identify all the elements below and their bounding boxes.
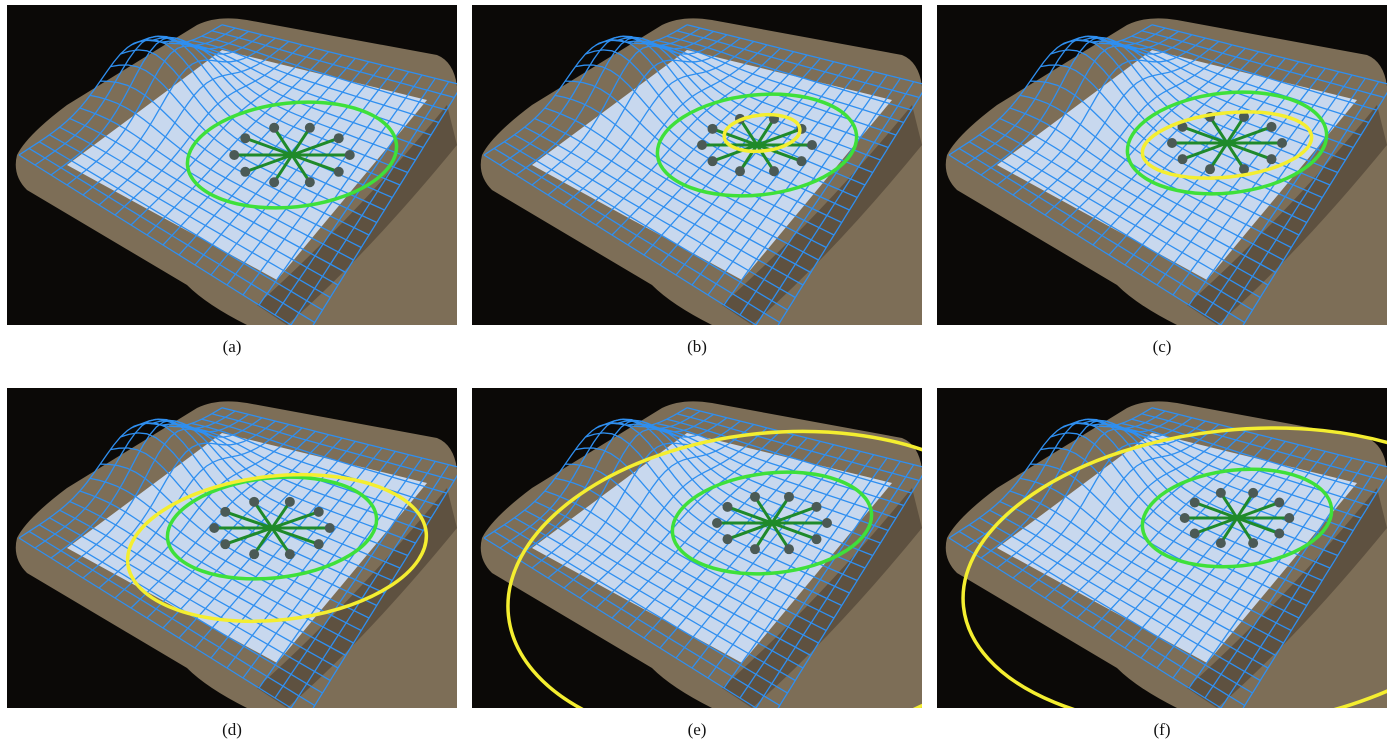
robot	[285, 549, 295, 559]
robot	[345, 150, 355, 160]
robot	[269, 123, 279, 133]
caption: (d)	[222, 720, 242, 739]
robot	[723, 534, 733, 544]
photo	[937, 388, 1391, 745]
robot	[240, 133, 250, 143]
caption: (c)	[1153, 337, 1172, 356]
robot	[1190, 497, 1200, 507]
robot	[796, 156, 806, 166]
robot	[1216, 538, 1226, 548]
robot	[269, 177, 279, 187]
robot	[807, 140, 817, 150]
robot	[735, 166, 745, 176]
robot	[249, 549, 259, 559]
caption: (a)	[223, 337, 242, 356]
robot	[1248, 538, 1258, 548]
figure: (a) (b) (c) (d) (e) (f)	[0, 0, 1391, 745]
robot	[750, 492, 760, 502]
robot	[314, 539, 324, 549]
robot	[784, 544, 794, 554]
photo	[937, 5, 1391, 335]
robot	[1167, 138, 1177, 148]
robot	[305, 177, 315, 187]
robot	[1266, 122, 1276, 132]
robot	[285, 497, 295, 507]
robot	[1178, 154, 1188, 164]
robot	[220, 507, 230, 517]
robot	[325, 523, 335, 533]
robot	[1216, 488, 1226, 498]
robot	[334, 133, 344, 143]
robot	[712, 518, 722, 528]
robot	[314, 507, 324, 517]
robot	[1274, 529, 1284, 539]
page: (a)(b)(c)(d)(e)(f) (() => { const data =…	[0, 0, 1391, 745]
robot	[723, 502, 733, 512]
robot	[708, 156, 718, 166]
robot	[1274, 497, 1284, 507]
robot	[708, 124, 718, 134]
robot	[811, 502, 821, 512]
caption: (f)	[1154, 720, 1171, 739]
robot	[1277, 138, 1287, 148]
robot	[1180, 513, 1190, 523]
robot	[769, 166, 779, 176]
robot	[220, 539, 230, 549]
caption: (e)	[688, 720, 707, 739]
robot	[229, 150, 239, 160]
robot	[1248, 488, 1258, 498]
robot	[249, 497, 259, 507]
robot	[305, 123, 315, 133]
robot	[1284, 513, 1294, 523]
caption: (b)	[687, 337, 707, 356]
robot	[750, 544, 760, 554]
photo	[7, 388, 462, 718]
photo	[472, 5, 927, 335]
robot	[822, 518, 832, 528]
robot	[697, 140, 707, 150]
robot	[209, 523, 219, 533]
photo	[7, 5, 462, 335]
robot	[1190, 529, 1200, 539]
robot	[1205, 164, 1215, 174]
robot	[1266, 154, 1276, 164]
robot	[240, 167, 250, 177]
robot	[811, 534, 821, 544]
robot	[784, 492, 794, 502]
robot	[334, 167, 344, 177]
